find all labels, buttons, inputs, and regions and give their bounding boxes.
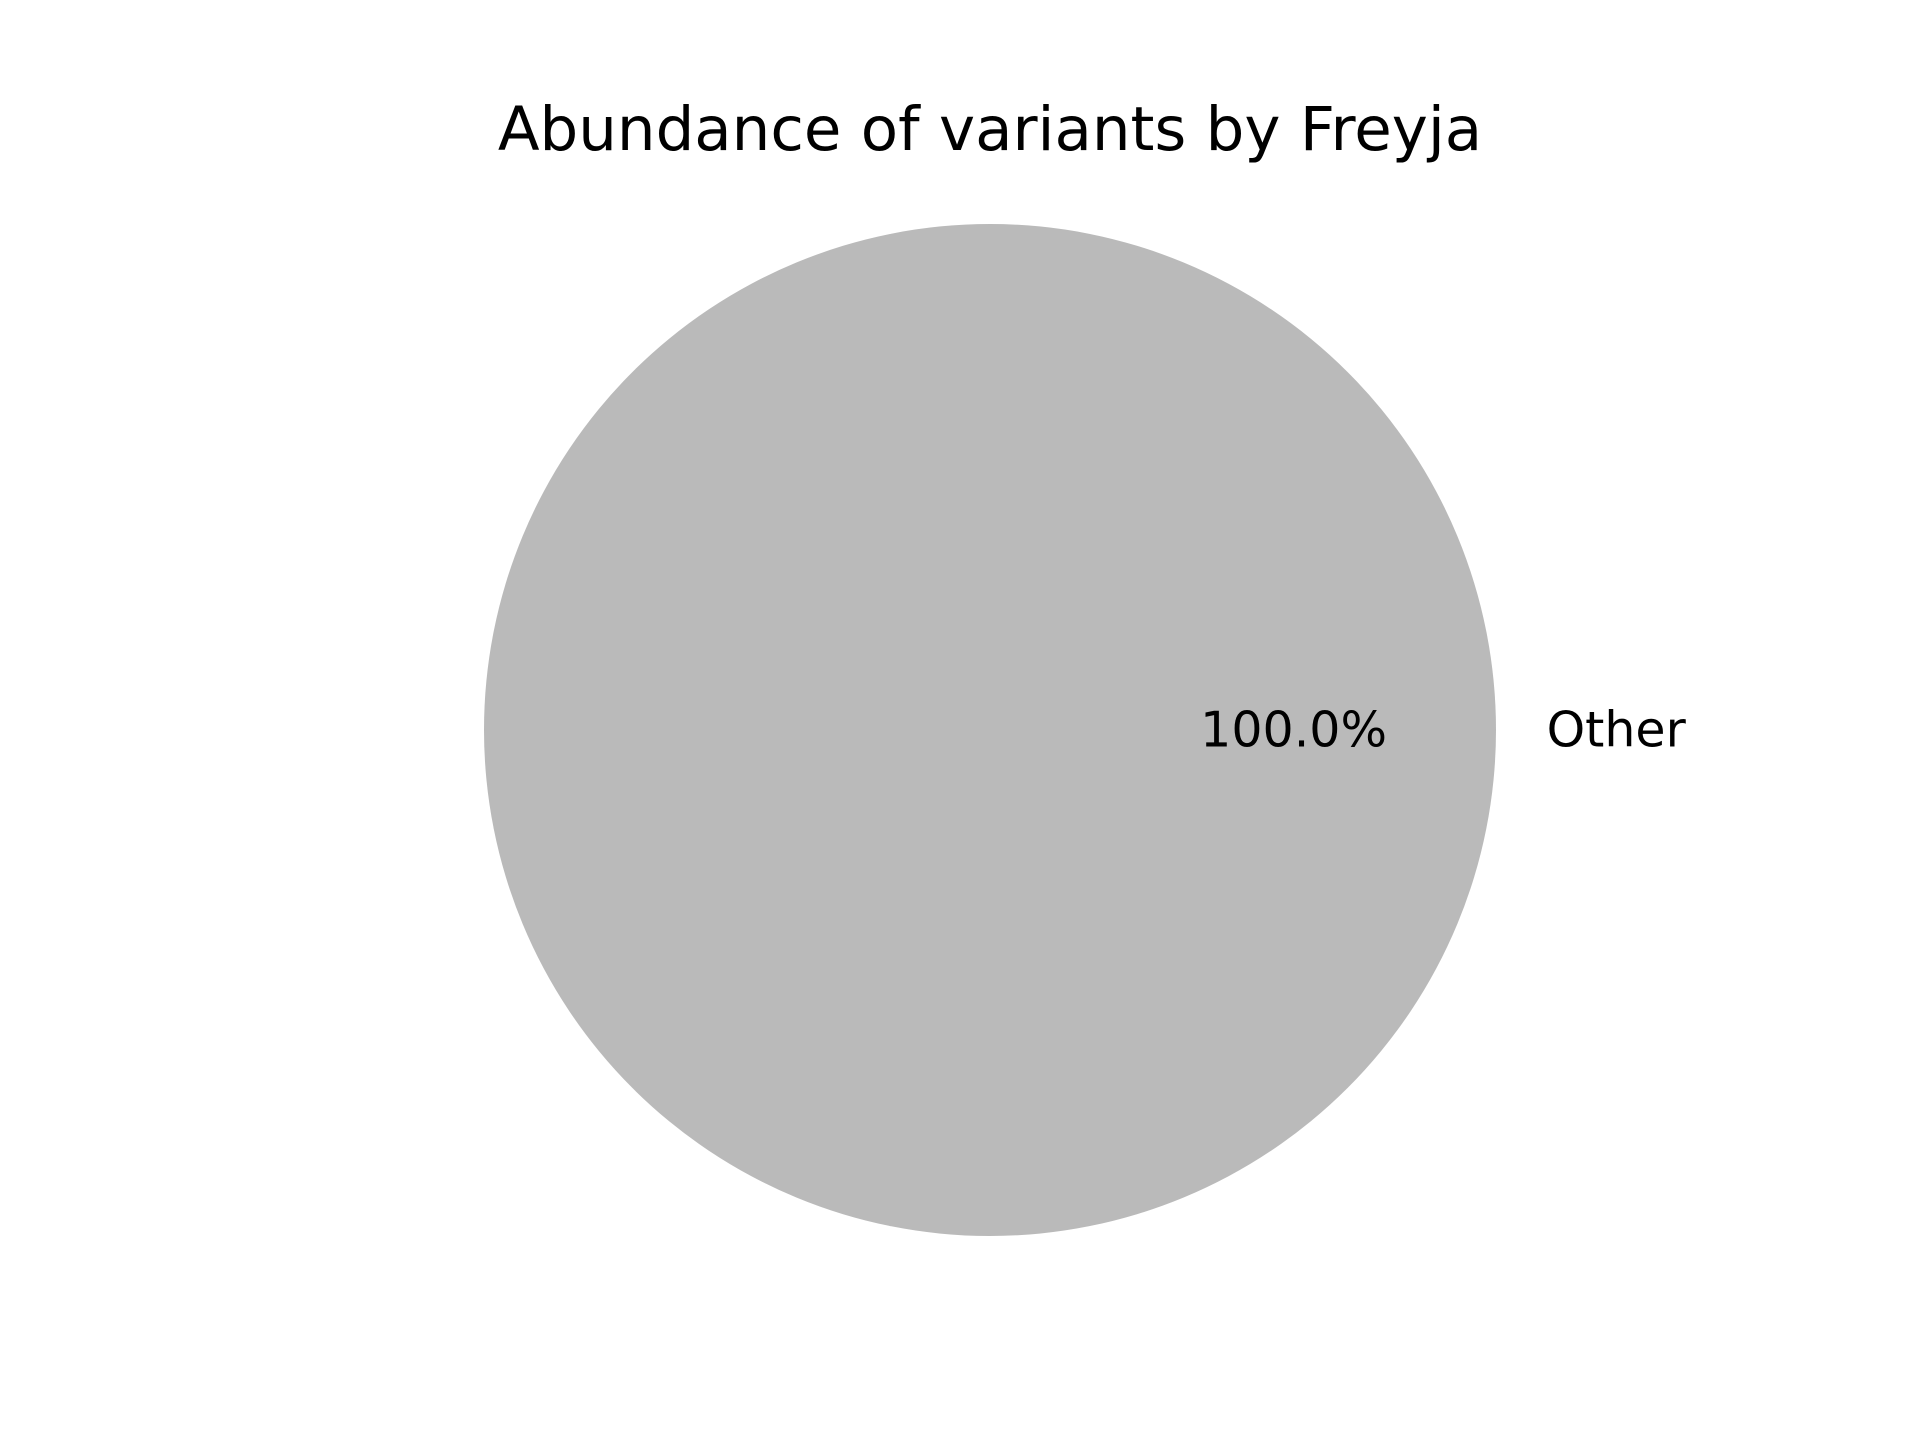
slice-label: Other bbox=[1547, 702, 1687, 759]
pie-slices bbox=[484, 224, 1496, 1236]
slice-percent-label: 100.0% bbox=[1200, 702, 1387, 759]
pie-slice-other bbox=[484, 224, 1496, 1236]
pie-labels: Other 100.0% bbox=[1200, 702, 1686, 759]
chart-title: Abundance of variants by Freyja bbox=[498, 94, 1482, 165]
